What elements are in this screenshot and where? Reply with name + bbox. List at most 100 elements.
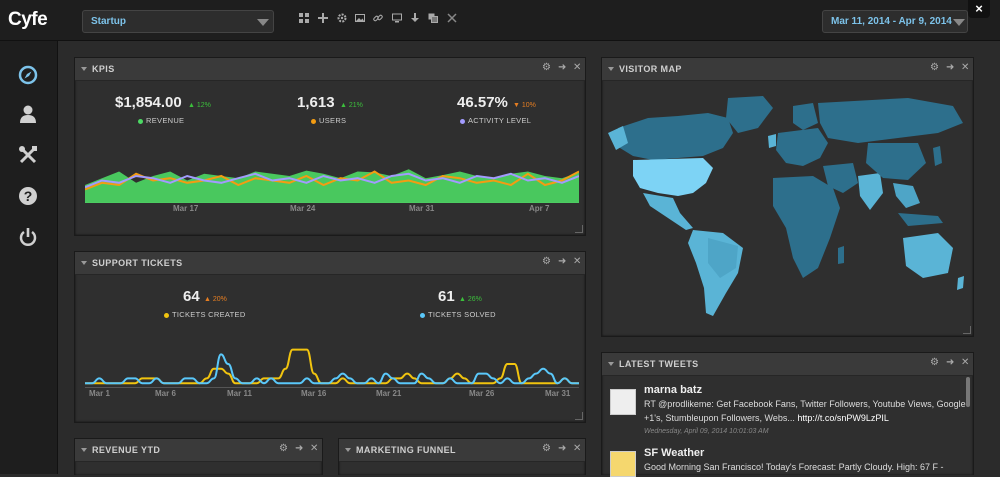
close-icon[interactable] — [447, 13, 457, 23]
users-delta: ▲ 21% — [340, 102, 363, 109]
sidebar: ? — [0, 41, 58, 474]
grid-icon[interactable] — [299, 13, 309, 23]
tweet-user[interactable]: SF Weather — [644, 447, 705, 459]
arrow-right-icon[interactable]: ➜ — [558, 443, 567, 454]
copy-icon[interactable] — [428, 13, 438, 23]
x-tick: Mar 24 — [290, 204, 316, 213]
power-icon[interactable] — [18, 227, 38, 247]
tweet-text: Good Morning San Francisco! Today's Fore… — [644, 462, 944, 472]
arrow-right-icon[interactable]: ➜ — [558, 62, 567, 73]
x-tick: Mar 21 — [376, 389, 402, 398]
tweet-user[interactable]: marna batz — [644, 384, 703, 396]
avatar[interactable] — [610, 451, 636, 477]
widget-header[interactable]: MARKETING FUNNEL ⚙ ➜ ✕ — [339, 439, 585, 462]
arrow-right-icon[interactable]: ➜ — [946, 62, 955, 73]
world-map[interactable] — [608, 88, 968, 333]
tweet-text: RT @prodlikeme: Get Facebook Fans, Twitt… — [644, 399, 966, 423]
activity-delta: ▼ 10% — [513, 102, 536, 109]
resize-handle[interactable] — [963, 326, 971, 334]
close-icon[interactable]: ✕ — [573, 256, 582, 267]
collapse-caret-icon[interactable] — [81, 448, 87, 452]
close-icon[interactable]: ✕ — [961, 357, 970, 368]
arrow-right-icon[interactable]: ➜ — [558, 256, 567, 267]
revenue-label: REVENUE — [138, 116, 184, 125]
arrow-right-icon[interactable]: ➜ — [295, 443, 304, 454]
download-icon[interactable] — [410, 13, 420, 23]
tickets-solved-value: 61 — [438, 288, 455, 305]
widget-header[interactable]: SUPPORT TICKETS ⚙ ➜ ✕ — [75, 252, 585, 275]
activity-value: 46.57% — [457, 94, 508, 111]
gear-icon[interactable] — [337, 13, 347, 23]
compass-icon[interactable] — [18, 65, 38, 85]
resize-handle[interactable] — [575, 225, 583, 233]
user-icon[interactable] — [18, 104, 38, 124]
date-range-select[interactable]: Mar 11, 2014 - Apr 9, 2014 — [822, 10, 968, 33]
close-icon[interactable]: ✕ — [573, 62, 582, 73]
legend-dot — [420, 312, 425, 318]
dashboard-select[interactable]: Startup — [82, 10, 274, 33]
collapse-caret-icon[interactable] — [345, 448, 351, 452]
close-button[interactable]: × — [968, 0, 990, 18]
map-region-brazil — [708, 238, 738, 278]
gear-icon[interactable]: ⚙ — [542, 443, 551, 454]
gear-icon[interactable]: ⚙ — [930, 62, 939, 73]
support-chart — [85, 348, 579, 388]
map-region-mexico — [643, 193, 693, 230]
collapse-caret-icon[interactable] — [608, 67, 614, 71]
x-tick: Mar 17 — [173, 204, 199, 213]
widget-title: LATEST TWEETS — [619, 359, 699, 369]
legend-dot — [311, 118, 316, 124]
map-region-scandinavia — [793, 103, 818, 130]
series-users — [85, 170, 579, 191]
tools-icon[interactable] — [18, 145, 38, 165]
widget-title: SUPPORT TICKETS — [92, 258, 183, 268]
widget-header[interactable]: REVENUE YTD ⚙ ➜ ✕ — [75, 439, 322, 462]
dashboard-select-value: Startup — [91, 16, 126, 27]
revenue-delta: ▲ 12% — [188, 102, 211, 109]
legend-dot — [164, 312, 169, 318]
users-value: 1,613 — [297, 94, 335, 111]
widget-header[interactable]: LATEST TWEETS ⚙ ➜ ✕ — [602, 353, 973, 376]
map-region-canada — [618, 113, 733, 160]
image-icon[interactable] — [355, 13, 365, 23]
revenue-ytd-widget: REVENUE YTD ⚙ ➜ ✕ — [74, 438, 323, 475]
arrow-right-icon[interactable]: ➜ — [946, 357, 955, 368]
map-region-uk — [768, 134, 776, 148]
gear-icon[interactable]: ⚙ — [542, 62, 551, 73]
help-icon[interactable]: ? — [18, 186, 38, 206]
widget-header[interactable]: KPIS ⚙ ➜ ✕ — [75, 58, 585, 81]
latest-tweets-widget: LATEST TWEETS ⚙ ➜ ✕ marna batz RT @prodl… — [601, 352, 974, 477]
widget-title: MARKETING FUNNEL — [356, 445, 456, 455]
gear-icon[interactable]: ⚙ — [279, 443, 288, 454]
visitor-map-widget: VISITOR MAP ⚙ ➜ ✕ — [601, 57, 974, 337]
cyfe-logo[interactable]: Cyfe — [8, 9, 48, 30]
series-tickets-solved — [85, 353, 579, 385]
collapse-caret-icon[interactable] — [81, 67, 87, 71]
collapse-caret-icon[interactable] — [608, 362, 614, 366]
close-icon[interactable]: ✕ — [961, 62, 970, 73]
close-icon[interactable]: ✕ — [310, 443, 319, 454]
legend-dot — [138, 118, 143, 124]
series-activity-level — [85, 172, 579, 189]
kpi-chart — [85, 169, 579, 203]
monitor-icon[interactable] — [392, 13, 402, 23]
tweet-link[interactable]: http://t.co/snPW9LzPIL — [797, 413, 889, 423]
resize-handle[interactable] — [575, 412, 583, 420]
plus-icon[interactable] — [318, 13, 328, 23]
collapse-caret-icon[interactable] — [81, 261, 87, 265]
gear-icon[interactable]: ⚙ — [542, 256, 551, 267]
link-icon[interactable] — [373, 13, 383, 23]
map-region-alaska — [608, 126, 628, 150]
close-icon[interactable]: ✕ — [573, 443, 582, 454]
map-region-japan — [933, 146, 942, 166]
avatar[interactable] — [610, 389, 636, 415]
map-region-russia — [818, 98, 963, 143]
kpis-widget: KPIS ⚙ ➜ ✕ $1,854.00 ▲ 12% REVENUE 1,613… — [74, 57, 586, 236]
support-tickets-widget: SUPPORT TICKETS ⚙ ➜ ✕ 64 ▲ 20% TICKETS C… — [74, 251, 586, 423]
tickets-created-delta: ▲ 20% — [204, 296, 227, 303]
marketing-funnel-widget: MARKETING FUNNEL ⚙ ➜ ✕ — [338, 438, 586, 475]
gear-icon[interactable]: ⚙ — [930, 357, 939, 368]
scrollbar[interactable] — [966, 377, 970, 407]
map-region-madagascar — [838, 246, 844, 264]
widget-header[interactable]: VISITOR MAP ⚙ ➜ ✕ — [602, 58, 973, 81]
